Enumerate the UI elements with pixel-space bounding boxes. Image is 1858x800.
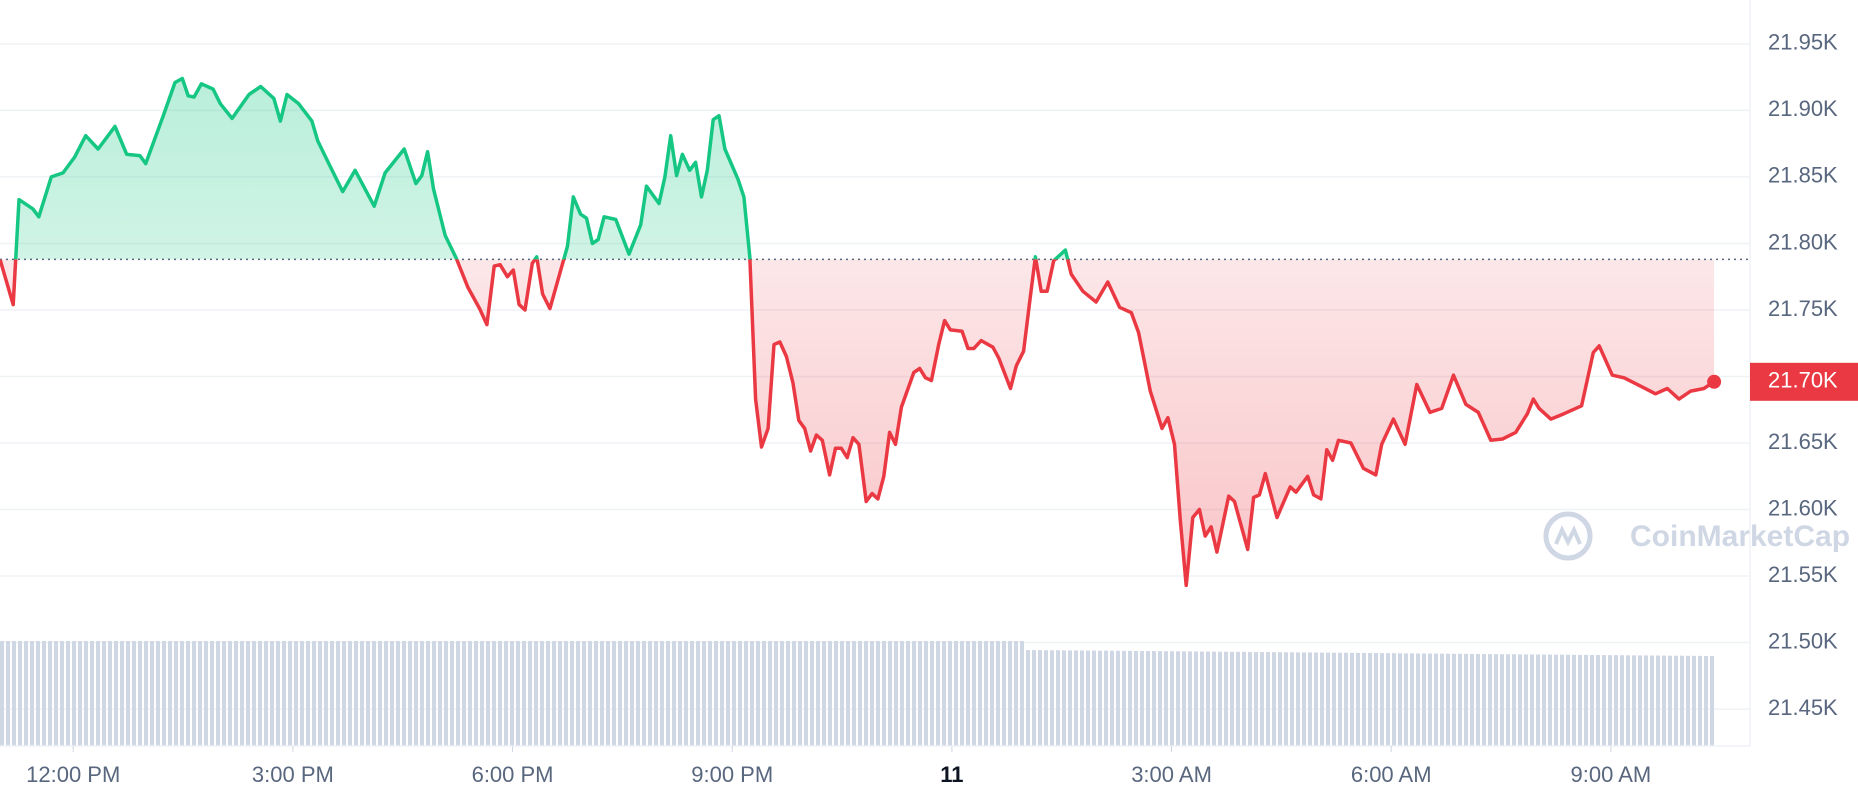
area-down xyxy=(0,259,1715,586)
current-price-label: 21.70K xyxy=(1768,368,1838,393)
x-tick-label: 3:00 AM xyxy=(1131,762,1212,787)
price-line-down xyxy=(0,259,1716,588)
y-tick-label: 21.95K xyxy=(1768,30,1838,55)
x-tick-label: 11 xyxy=(940,762,963,787)
x-tick-label: 9:00 PM xyxy=(691,762,773,787)
current-price-box xyxy=(1750,362,1858,401)
y-tick-label: 21.85K xyxy=(1768,163,1838,188)
y-tick-label: 21.90K xyxy=(1768,96,1838,121)
watermark: CoinMarketCap xyxy=(1543,511,1850,561)
x-tick-label: 6:00 PM xyxy=(472,762,554,787)
x-tick-label: 3:00 PM xyxy=(252,762,334,787)
price-line-up xyxy=(0,76,1070,260)
y-tick-label: 21.60K xyxy=(1768,495,1838,520)
last-price-dot xyxy=(1707,374,1722,389)
x-tick-label: 12:00 PM xyxy=(26,762,120,787)
y-tick-label: 21.50K xyxy=(1768,628,1838,653)
watermark-text: CoinMarketCap xyxy=(1630,520,1850,553)
y-tick-label: 21.55K xyxy=(1768,562,1838,587)
y-tick-label: 21.65K xyxy=(1768,429,1838,454)
volume-bars xyxy=(0,641,1715,746)
x-tick-label: 6:00 AM xyxy=(1351,762,1432,787)
y-tick-label: 21.45K xyxy=(1768,695,1838,720)
y-tick-label: 21.75K xyxy=(1768,296,1838,321)
x-tick-label: 9:00 AM xyxy=(1571,762,1652,787)
area-up xyxy=(0,78,1068,260)
y-tick-label: 21.80K xyxy=(1768,229,1838,254)
